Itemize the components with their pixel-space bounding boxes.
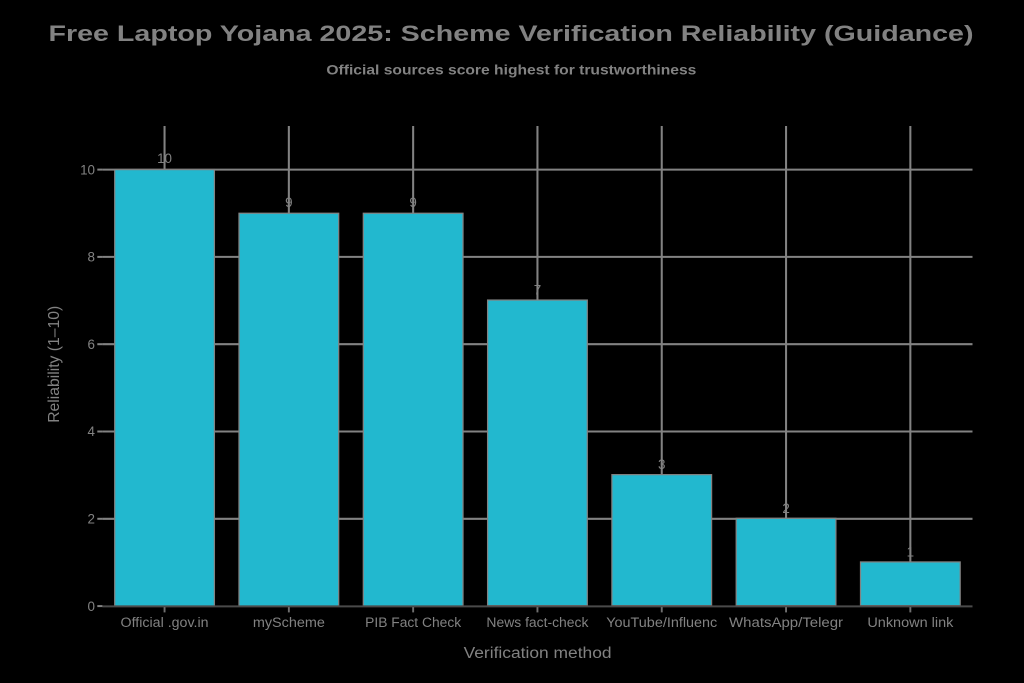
svg-text:myScheme: myScheme (253, 615, 325, 630)
svg-text:Free Laptop Yojana 2025: Schem: Free Laptop Yojana 2025: Scheme Verifica… (49, 21, 974, 46)
svg-text:0: 0 (88, 599, 95, 614)
svg-text:1: 1 (907, 544, 914, 559)
svg-text:PIB Fact Check: PIB Fact Check (365, 615, 461, 630)
svg-text:9: 9 (409, 195, 416, 210)
svg-text:Official .gov.in: Official .gov.in (121, 615, 209, 630)
svg-text:6: 6 (88, 337, 95, 352)
svg-text:Unknown link: Unknown link (867, 615, 953, 630)
svg-text:9: 9 (285, 195, 292, 210)
svg-text:Verification method: Verification method (464, 645, 612, 662)
svg-text:Reliability (1–10): Reliability (1–10) (46, 306, 63, 423)
svg-text:2: 2 (88, 512, 95, 527)
svg-text:10: 10 (157, 151, 172, 166)
svg-text:10: 10 (80, 162, 95, 177)
svg-text:YouTube/Influenc: YouTube/Influenc (606, 615, 717, 630)
svg-text:News fact-check: News fact-check (486, 615, 588, 630)
svg-text:7: 7 (534, 283, 541, 298)
svg-text:2: 2 (782, 501, 789, 516)
svg-text:WhatsApp/Telegr: WhatsApp/Telegr (729, 615, 844, 630)
svg-text:4: 4 (88, 424, 96, 439)
svg-text:3: 3 (658, 457, 665, 472)
svg-text:8: 8 (88, 250, 95, 265)
svg-text:Official sources score highest: Official sources score highest for trust… (326, 61, 696, 77)
